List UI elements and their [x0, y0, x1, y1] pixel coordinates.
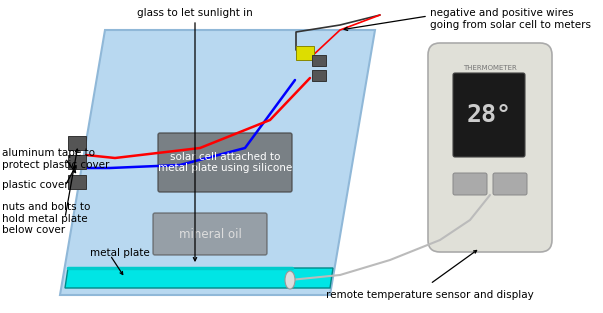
Text: aluminum tape to
protect plastic cover: aluminum tape to protect plastic cover	[2, 148, 109, 170]
Text: THERMOMETER: THERMOMETER	[463, 65, 517, 71]
Text: plastic cover: plastic cover	[2, 180, 69, 190]
Bar	[68, 155, 86, 169]
Text: glass to let sunlight in: glass to let sunlight in	[137, 8, 253, 18]
Polygon shape	[60, 30, 375, 295]
Ellipse shape	[285, 271, 295, 289]
Text: solar cell attached to
metal plate using silicone: solar cell attached to metal plate using…	[158, 152, 292, 173]
FancyBboxPatch shape	[158, 133, 292, 192]
Text: negative and positive wires
going from solar cell to meters: negative and positive wires going from s…	[430, 8, 591, 30]
Polygon shape	[65, 268, 333, 288]
FancyBboxPatch shape	[453, 73, 525, 157]
Bar	[312, 70, 326, 81]
Bar	[296, 46, 314, 60]
Bar	[312, 55, 326, 66]
Text: remote temperature sensor and display: remote temperature sensor and display	[326, 290, 534, 300]
FancyBboxPatch shape	[493, 173, 527, 195]
Text: metal plate: metal plate	[90, 248, 150, 258]
FancyBboxPatch shape	[453, 173, 487, 195]
FancyBboxPatch shape	[153, 213, 267, 255]
Bar	[68, 136, 86, 150]
FancyBboxPatch shape	[428, 43, 552, 252]
Text: mineral oil: mineral oil	[178, 228, 241, 240]
Text: nuts and bolts to
hold metal plate
below cover: nuts and bolts to hold metal plate below…	[2, 202, 90, 235]
Bar	[68, 175, 86, 189]
Text: 28°: 28°	[467, 103, 511, 127]
